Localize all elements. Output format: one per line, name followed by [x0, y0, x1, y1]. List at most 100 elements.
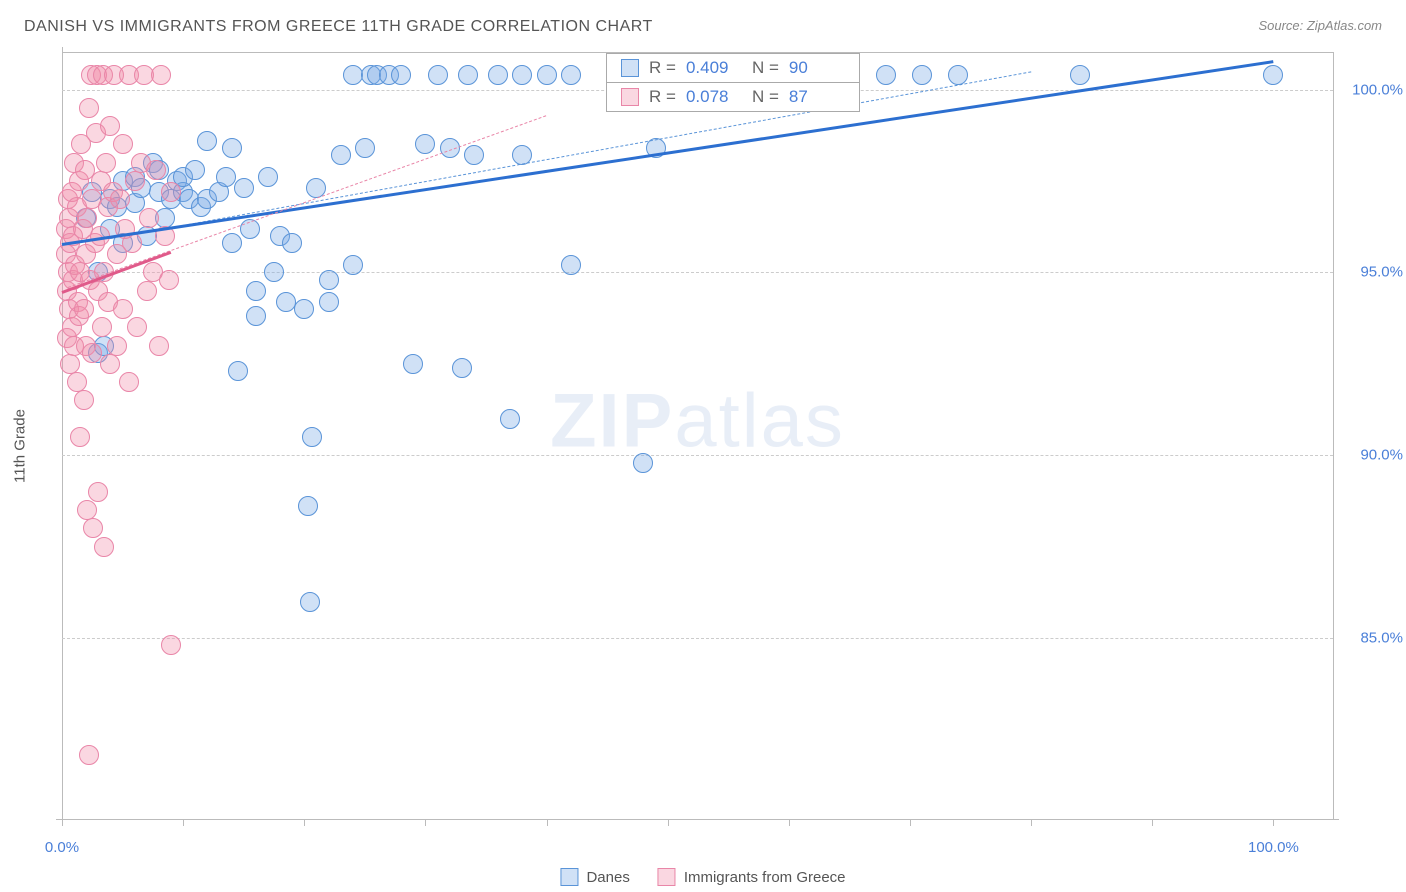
x-tick — [547, 820, 548, 826]
data-point — [343, 65, 363, 85]
data-point — [83, 518, 103, 538]
data-point — [94, 537, 114, 557]
legend-label: Immigrants from Greece — [684, 869, 846, 886]
data-point — [79, 98, 99, 118]
data-point — [137, 281, 157, 301]
data-point — [113, 299, 133, 319]
y-tick-label: 95.0% — [1343, 264, 1403, 281]
data-point — [464, 145, 484, 165]
data-point — [282, 233, 302, 253]
x-tick — [425, 820, 426, 826]
data-point — [77, 500, 97, 520]
data-point — [74, 299, 94, 319]
data-point — [415, 134, 435, 154]
data-point — [100, 116, 120, 136]
y-tick-label: 100.0% — [1343, 81, 1403, 98]
source-attribution: Source: ZipAtlas.com — [1258, 18, 1382, 36]
data-point — [234, 178, 254, 198]
data-point — [161, 182, 181, 202]
data-point — [633, 453, 653, 473]
data-point — [139, 208, 159, 228]
data-point — [222, 138, 242, 158]
gridline — [62, 638, 1333, 639]
data-point — [258, 167, 278, 187]
gridline — [62, 455, 1333, 456]
data-point — [67, 372, 87, 392]
data-point — [216, 167, 236, 187]
data-point — [246, 281, 266, 301]
data-point — [537, 65, 557, 85]
data-point — [82, 343, 102, 363]
swatch-icon — [560, 868, 578, 886]
data-point — [92, 317, 112, 337]
data-point — [125, 171, 145, 191]
x-tick-label: 0.0% — [45, 839, 79, 856]
stat-r-label: R = — [649, 87, 676, 107]
data-point — [276, 292, 296, 312]
data-point — [60, 354, 80, 374]
data-point — [1070, 65, 1090, 85]
gridline — [62, 272, 1333, 273]
data-point — [119, 372, 139, 392]
data-point — [159, 270, 179, 290]
legend-label: Danes — [586, 869, 629, 886]
watermark: ZIPatlas — [550, 378, 845, 465]
header: DANISH VS IMMIGRANTS FROM GREECE 11TH GR… — [0, 0, 1406, 42]
stat-n-value: 87 — [789, 87, 845, 107]
y-axis-title: 11th Grade — [12, 409, 29, 483]
data-point — [302, 427, 322, 447]
data-point — [561, 255, 581, 275]
x-tick — [1152, 820, 1153, 826]
data-point — [948, 65, 968, 85]
data-point — [113, 134, 133, 154]
swatch-icon — [621, 88, 639, 106]
data-point — [77, 208, 97, 228]
x-tick — [1273, 820, 1274, 826]
data-point — [403, 354, 423, 374]
chart-title: DANISH VS IMMIGRANTS FROM GREECE 11TH GR… — [24, 18, 653, 36]
swatch-icon — [658, 868, 676, 886]
data-point — [197, 131, 217, 151]
scatter-chart: ZIPatlas 85.0%90.0%95.0%100.0%0.0%100.0%… — [62, 52, 1334, 820]
stat-n-value: 90 — [789, 58, 845, 78]
data-point — [264, 262, 284, 282]
data-point — [488, 65, 508, 85]
data-point — [110, 189, 130, 209]
x-tick — [183, 820, 184, 826]
data-point — [294, 299, 314, 319]
data-point — [149, 336, 169, 356]
stat-r-label: R = — [649, 58, 676, 78]
stat-n-label: N = — [752, 87, 779, 107]
data-point — [70, 427, 90, 447]
data-point — [876, 65, 896, 85]
stats-row: R =0.409N =90 — [607, 54, 859, 83]
data-point — [146, 160, 166, 180]
data-point — [151, 65, 171, 85]
stat-r-value: 0.078 — [686, 87, 742, 107]
data-point — [331, 145, 351, 165]
stat-r-value: 0.409 — [686, 58, 742, 78]
data-point — [343, 255, 363, 275]
data-point — [127, 317, 147, 337]
data-point — [161, 635, 181, 655]
data-point — [88, 482, 108, 502]
x-tick-label: 100.0% — [1248, 839, 1299, 856]
data-point — [319, 292, 339, 312]
data-point — [319, 270, 339, 290]
data-point — [246, 306, 266, 326]
data-point — [458, 65, 478, 85]
stats-row: R = 0.078 N = 87 — [607, 83, 859, 111]
data-point — [185, 160, 205, 180]
legend-item-greece: Immigrants from Greece — [658, 868, 846, 886]
x-tick — [1031, 820, 1032, 826]
data-point — [96, 153, 116, 173]
y-tick-label: 85.0% — [1343, 630, 1403, 647]
data-point — [100, 354, 120, 374]
data-point — [1263, 65, 1283, 85]
data-point — [561, 65, 581, 85]
y-tick-label: 90.0% — [1343, 447, 1403, 464]
data-point — [912, 65, 932, 85]
x-tick — [789, 820, 790, 826]
data-point — [512, 65, 532, 85]
data-point — [300, 592, 320, 612]
